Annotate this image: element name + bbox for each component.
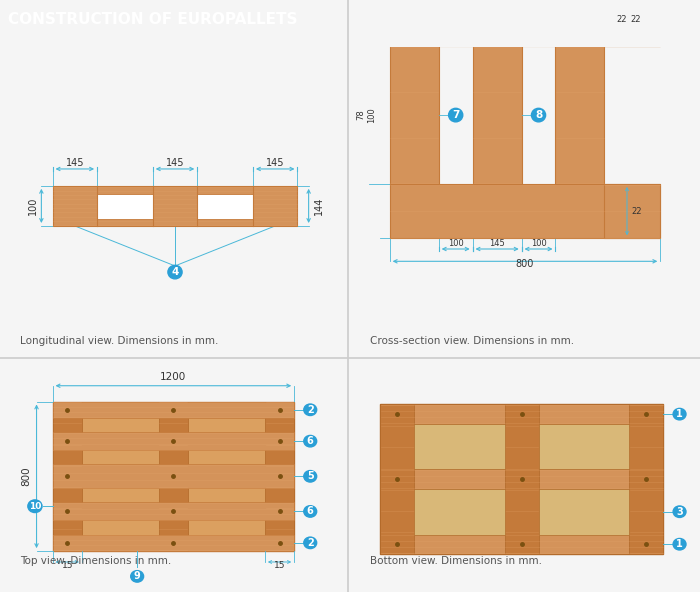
Bar [380, 404, 664, 554]
Bar [414, 424, 505, 469]
Text: 145: 145 [166, 159, 184, 168]
Bar [390, 184, 660, 238]
Bar [52, 503, 294, 520]
Bar [505, 404, 539, 554]
Circle shape [673, 539, 686, 550]
Circle shape [131, 571, 144, 582]
Circle shape [673, 408, 686, 420]
Circle shape [304, 404, 316, 416]
Bar [159, 401, 188, 551]
Text: 145: 145 [489, 239, 505, 248]
Text: 10: 10 [29, 501, 41, 511]
Bar [629, 404, 664, 554]
Bar [52, 186, 298, 226]
Text: 2: 2 [307, 538, 314, 548]
Circle shape [449, 108, 463, 122]
Circle shape [673, 506, 686, 517]
Text: 3: 3 [676, 507, 683, 517]
Text: 6: 6 [307, 506, 314, 516]
Bar [52, 401, 294, 418]
Text: 145: 145 [66, 159, 84, 168]
Text: 7: 7 [452, 110, 459, 120]
Bar [539, 489, 629, 535]
Text: 15: 15 [62, 561, 73, 570]
Bar [390, 0, 660, 46]
Bar [390, 46, 439, 184]
Text: 1: 1 [676, 409, 683, 419]
Text: 100: 100 [531, 239, 547, 248]
Text: 22: 22 [631, 15, 641, 24]
Bar [52, 535, 294, 551]
Text: 78: 78 [356, 110, 365, 120]
Bar [380, 404, 664, 424]
Text: 1200: 1200 [160, 372, 186, 382]
Bar [473, 46, 522, 184]
Bar [265, 401, 294, 551]
Text: 6: 6 [307, 436, 314, 446]
Text: 4: 4 [172, 267, 178, 277]
Text: Bottom view. Dimensions in mm.: Bottom view. Dimensions in mm. [370, 556, 542, 567]
Circle shape [304, 436, 316, 447]
Text: 144: 144 [314, 197, 323, 215]
Bar [605, 184, 660, 238]
Text: 100: 100 [448, 239, 463, 248]
Text: 15: 15 [274, 561, 286, 570]
Circle shape [304, 471, 316, 482]
Bar [555, 46, 605, 184]
Text: 22: 22 [617, 15, 627, 24]
Bar [380, 404, 414, 554]
Text: CONSTRUCTION OF EUROPALLETS: CONSTRUCTION OF EUROPALLETS [8, 12, 298, 27]
Text: 2: 2 [307, 405, 314, 415]
Text: Cross-section view. Dimensions in mm.: Cross-section view. Dimensions in mm. [370, 336, 575, 346]
Bar [97, 194, 153, 218]
Bar [52, 432, 294, 450]
Bar [52, 401, 294, 551]
Circle shape [304, 506, 316, 517]
Text: 22: 22 [632, 207, 643, 215]
Text: 9: 9 [134, 571, 141, 581]
Circle shape [531, 108, 545, 122]
Text: 8: 8 [535, 110, 542, 120]
Circle shape [304, 537, 316, 549]
Text: Longitudinal view. Dimensions in mm.: Longitudinal view. Dimensions in mm. [20, 336, 219, 346]
Text: 100: 100 [368, 107, 376, 123]
Text: 5: 5 [307, 471, 314, 481]
Bar [380, 535, 664, 554]
Circle shape [28, 500, 42, 513]
Bar [380, 469, 664, 489]
Bar [414, 489, 505, 535]
Text: 100: 100 [27, 197, 38, 215]
Text: Top view. Dimensions in mm.: Top view. Dimensions in mm. [20, 556, 172, 567]
Bar [197, 194, 253, 218]
Text: 800: 800 [22, 466, 32, 486]
Text: 800: 800 [516, 259, 534, 269]
Bar [52, 401, 82, 551]
Bar [605, 0, 660, 46]
Text: 1: 1 [676, 539, 683, 549]
Bar [52, 464, 294, 488]
Circle shape [168, 265, 182, 279]
Bar [539, 424, 629, 469]
Text: 145: 145 [266, 159, 284, 168]
